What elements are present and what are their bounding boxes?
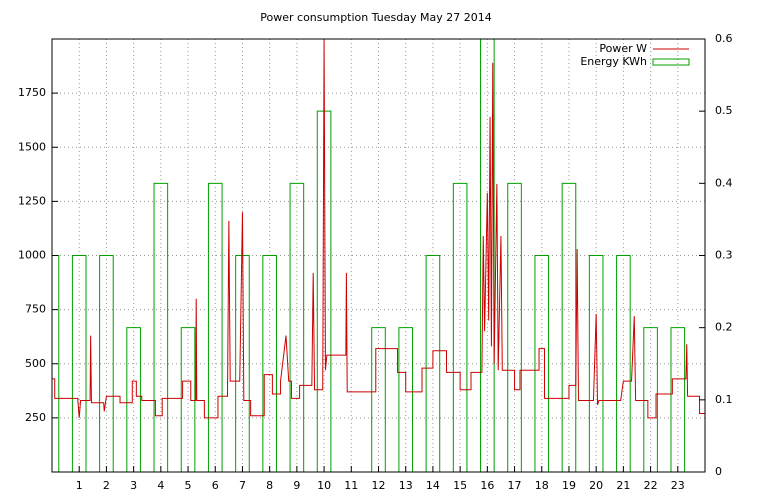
- bar: [561, 182, 577, 472]
- legend-swatch: [652, 58, 690, 66]
- x-tick-label: 16: [480, 479, 494, 492]
- x-tick-label: 19: [562, 479, 576, 492]
- y-tick-label: 750: [25, 303, 46, 316]
- x-tick-label: 10: [317, 479, 331, 492]
- x-tick-label: 4: [157, 479, 164, 492]
- bar: [534, 255, 550, 472]
- bar: [398, 327, 414, 472]
- bar: [452, 182, 468, 472]
- legend-label: Energy KWh: [580, 55, 647, 68]
- bar: [616, 255, 631, 472]
- x-tick-label: 15: [453, 479, 467, 492]
- axes: 250 500 750 1000 1250 1500 1750 0 0.1 0.2 0.3 0.4 0.…: [18, 32, 733, 492]
- bar: [371, 327, 386, 472]
- x-tick-label: 21: [616, 479, 630, 492]
- y2-tick-label: 0.2: [715, 321, 733, 334]
- x-tick-label: 1: [76, 479, 83, 492]
- bar: [289, 182, 305, 472]
- y-tick-label: 1500: [18, 140, 46, 153]
- x-tick-label: 11: [344, 479, 358, 492]
- chart-title: Power consumption Tuesday May 27 2014: [260, 11, 491, 24]
- bar: [425, 255, 441, 472]
- y2-tick-label: 0.4: [715, 176, 733, 189]
- y-tick-label: 1000: [18, 249, 46, 262]
- bar: [52, 255, 60, 472]
- x-tick-label: 17: [508, 479, 522, 492]
- y2-tick-label: 0.3: [715, 249, 733, 262]
- x-tick-label: 8: [266, 479, 273, 492]
- x-tick-label: 22: [644, 479, 658, 492]
- bar: [643, 327, 658, 472]
- x-tick-label: 2: [103, 479, 110, 492]
- x-tick-label: 20: [589, 479, 603, 492]
- power-line: [52, 39, 705, 419]
- energy-bars: [52, 39, 686, 472]
- y-tick-label: 500: [25, 357, 46, 370]
- y2-tick-label: 0: [715, 465, 722, 478]
- x-tick-label: 7: [239, 479, 246, 492]
- plot-frame: [51, 38, 706, 473]
- x-tick-label: 18: [535, 479, 549, 492]
- y-tick-label: 250: [25, 411, 46, 424]
- x-tick-label: 9: [293, 479, 300, 492]
- bar: [207, 182, 223, 472]
- x-tick-label: 6: [212, 479, 219, 492]
- grid: [52, 39, 705, 472]
- bar: [180, 327, 196, 472]
- x-tick-label: 23: [671, 479, 685, 492]
- y2-tick-label: 0.1: [715, 393, 733, 406]
- y-tick-label: 1250: [18, 194, 46, 207]
- line: [52, 39, 705, 419]
- bar: [670, 327, 686, 472]
- y2-tick-label: 0.5: [715, 104, 733, 117]
- legend-label: Power W: [599, 42, 647, 55]
- bar: [71, 255, 87, 472]
- bar: [153, 182, 169, 472]
- y2-tick-label: 0.6: [715, 32, 733, 45]
- y-tick-label: 1750: [18, 86, 46, 99]
- bar: [262, 255, 277, 472]
- bar: [99, 255, 114, 472]
- bar: [507, 182, 522, 472]
- x-tick-label: 14: [426, 479, 440, 492]
- x-tick-label: 13: [399, 479, 413, 492]
- bar: [126, 327, 141, 472]
- x-tick-label: 5: [185, 479, 192, 492]
- x-tick-label: 3: [130, 479, 137, 492]
- x-tick-label: 12: [372, 479, 386, 492]
- bar: [588, 255, 604, 472]
